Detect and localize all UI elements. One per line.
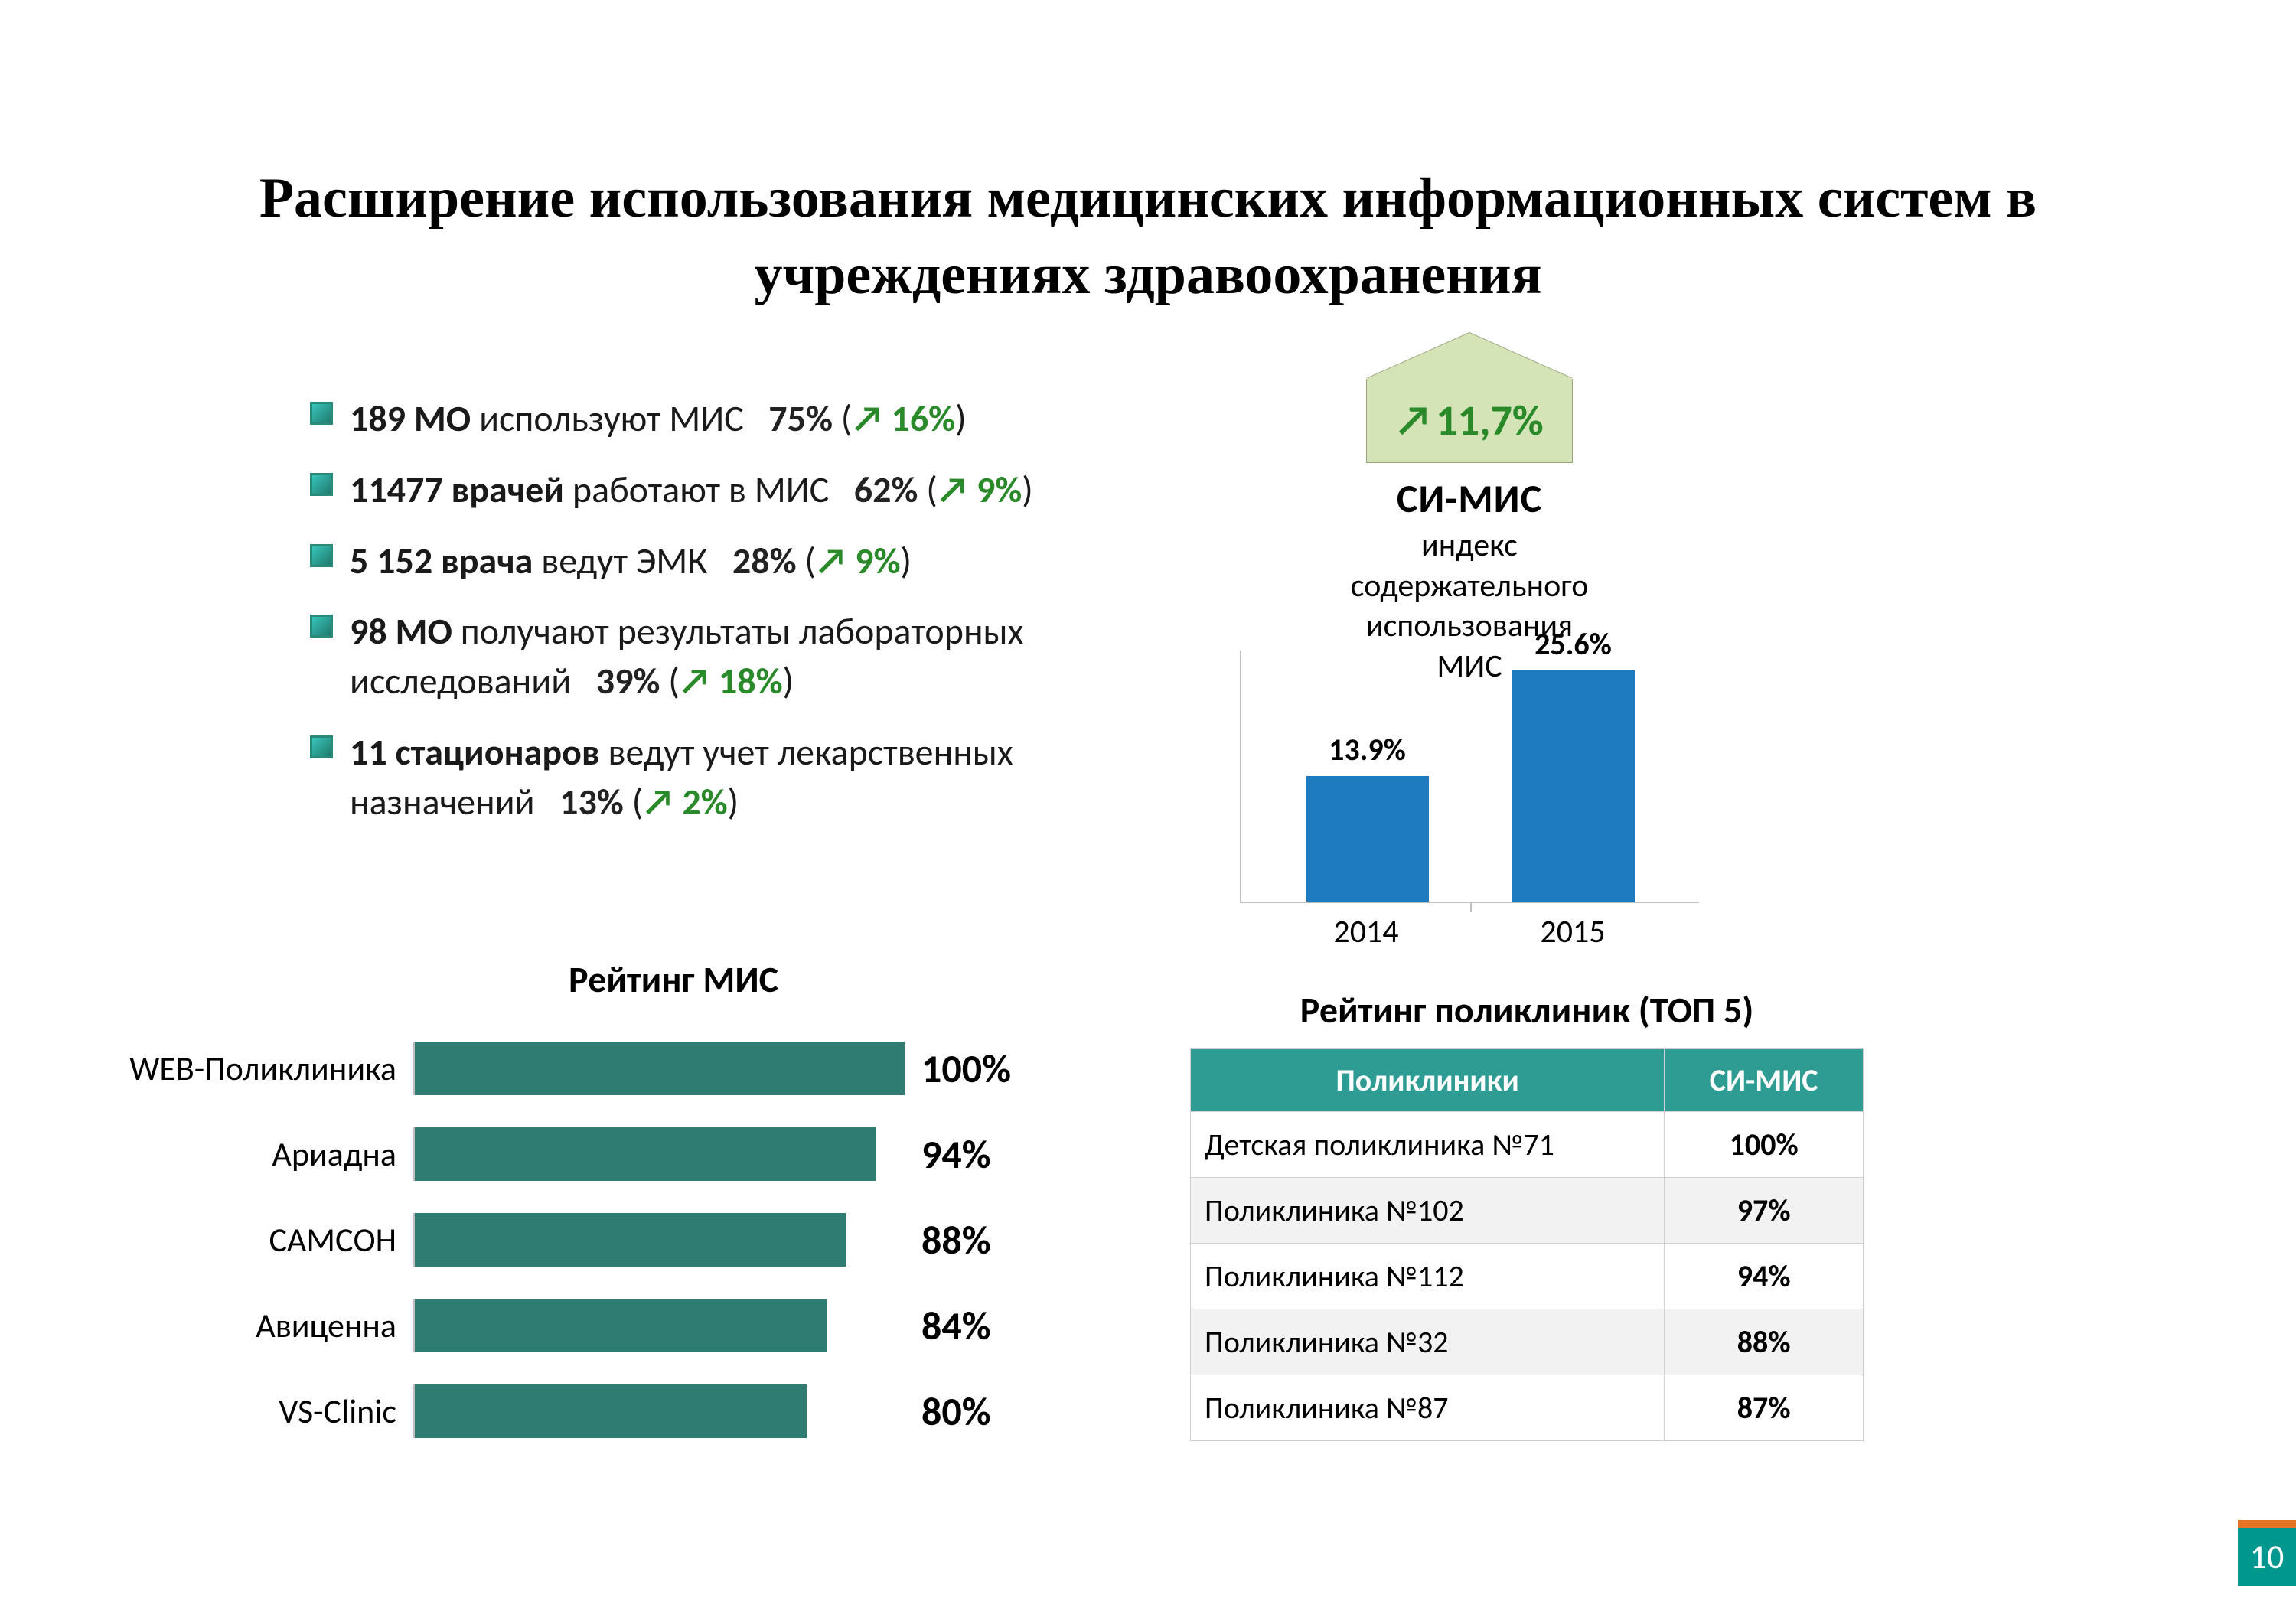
bullet-text: 11 стационаров ведут учет лекарственных …	[350, 728, 1133, 827]
bullet-item: 98 МО получают результаты лабораторных и…	[310, 607, 1133, 706]
x-axis-label: 2014	[1333, 912, 1398, 951]
x-axis-label: 2015	[1540, 912, 1605, 951]
rating-mis-title: Рейтинг МИС	[329, 957, 1018, 1002]
hbar-category: Ариадна	[115, 1133, 413, 1175]
table-cell: Поликлиника №87	[1191, 1375, 1665, 1441]
hbar-row: WEB-Поликлиника 100%	[115, 1026, 1056, 1111]
hbar-track	[413, 1127, 903, 1181]
table-row: Детская поликлиника №71100%	[1191, 1112, 1864, 1178]
hbar-track	[413, 1299, 903, 1352]
page-number: 10	[2238, 1520, 2296, 1586]
table-row: Поликлиника №10297%	[1191, 1178, 1864, 1244]
bullet-text: 189 МО используют МИС 75% (16%)	[350, 394, 1133, 444]
hbar-category: WEB-Поликлиника	[115, 1048, 413, 1089]
bullet-marker-icon	[310, 735, 333, 758]
hbar-category: САМСОН	[115, 1219, 413, 1260]
bullet-text: 98 МО получают результаты лабораторных и…	[350, 607, 1133, 706]
bar-value-label: 13.9%	[1329, 731, 1406, 768]
house-value: 11,7%	[1366, 379, 1573, 463]
bullet-item: 11477 врачей работают в МИС 62% (9%)	[310, 465, 1133, 515]
table-cell: 94%	[1665, 1244, 1864, 1309]
hbar-value: 88%	[903, 1215, 991, 1264]
table-cell: 88%	[1665, 1309, 1864, 1375]
page-title: Расширение использования медицинских инф…	[130, 161, 2166, 314]
hbar-value: 94%	[903, 1130, 991, 1179]
bullet-text: 11477 врачей работают в МИС 62% (9%)	[350, 465, 1133, 515]
bullet-text: 5 152 врача ведут ЭМК 28% (9%)	[350, 536, 1133, 586]
rating-mis-chart: WEB-Поликлиника 100% Ариадна 94% САМСОН 88% Ав…	[115, 1026, 1056, 1454]
table-cell: Детская поликлиника №71	[1191, 1112, 1665, 1178]
bar-value-label: 25.6%	[1534, 625, 1612, 663]
clinic-ranking-title: Рейтинг поликлиник (ТОП 5)	[1190, 987, 1864, 1032]
table-cell: 97%	[1665, 1178, 1864, 1244]
table-cell: 87%	[1665, 1375, 1864, 1441]
bullet-marker-icon	[310, 615, 333, 638]
bullet-item: 5 152 врача ведут ЭМК 28% (9%)	[310, 536, 1133, 586]
table-cell: Поликлиника №32	[1191, 1309, 1665, 1375]
table-row: Поликлиника №3288%	[1191, 1309, 1864, 1375]
hbar-track	[413, 1384, 903, 1438]
hbar-value: 100%	[903, 1044, 1011, 1093]
bullet-marker-icon	[310, 544, 333, 567]
table-header: СИ-МИС	[1665, 1049, 1864, 1112]
hbar-row: Авиценна 84%	[115, 1283, 1056, 1368]
hbar-value: 84%	[903, 1301, 991, 1350]
clinic-ranking-table: ПоликлиникиСИ-МИСДетская поликлиника №71…	[1190, 1048, 1864, 1441]
table-cell: Поликлиника №102	[1191, 1178, 1665, 1244]
hbar-category: Авиценна	[115, 1305, 413, 1346]
hbar-track	[413, 1042, 903, 1095]
hbar-value: 80%	[903, 1387, 991, 1436]
bullet-list: 189 МО используют МИС 75% (16%) 11477 вра…	[310, 394, 1133, 849]
table-header: Поликлиники	[1191, 1049, 1665, 1112]
bullet-item: 189 МО используют МИС 75% (16%)	[310, 394, 1133, 444]
table-row: Поликлиника №8787%	[1191, 1375, 1864, 1441]
hbar-row: VS-Clinic 80%	[115, 1368, 1056, 1454]
table-cell: Поликлиника №112	[1191, 1244, 1665, 1309]
si-mis-title: СИ-МИС	[1347, 474, 1592, 523]
hbar-row: САМСОН 88%	[115, 1197, 1056, 1283]
house-shape: 11,7%	[1366, 333, 1573, 463]
table-cell: 100%	[1665, 1112, 1864, 1178]
bullet-marker-icon	[310, 402, 333, 425]
year-bar: 25.6%	[1505, 625, 1642, 902]
year-bar-chart: 13.9%25.6% 20142015	[1240, 651, 1699, 972]
bullet-marker-icon	[310, 473, 333, 496]
hbar-row: Ариадна 94%	[115, 1111, 1056, 1197]
table-row: Поликлиника №11294%	[1191, 1244, 1864, 1309]
year-bar: 13.9%	[1299, 731, 1437, 902]
hbar-track	[413, 1213, 903, 1267]
hbar-category: VS-Clinic	[115, 1391, 413, 1432]
bullet-item: 11 стационаров ведут учет лекарственных …	[310, 728, 1133, 827]
